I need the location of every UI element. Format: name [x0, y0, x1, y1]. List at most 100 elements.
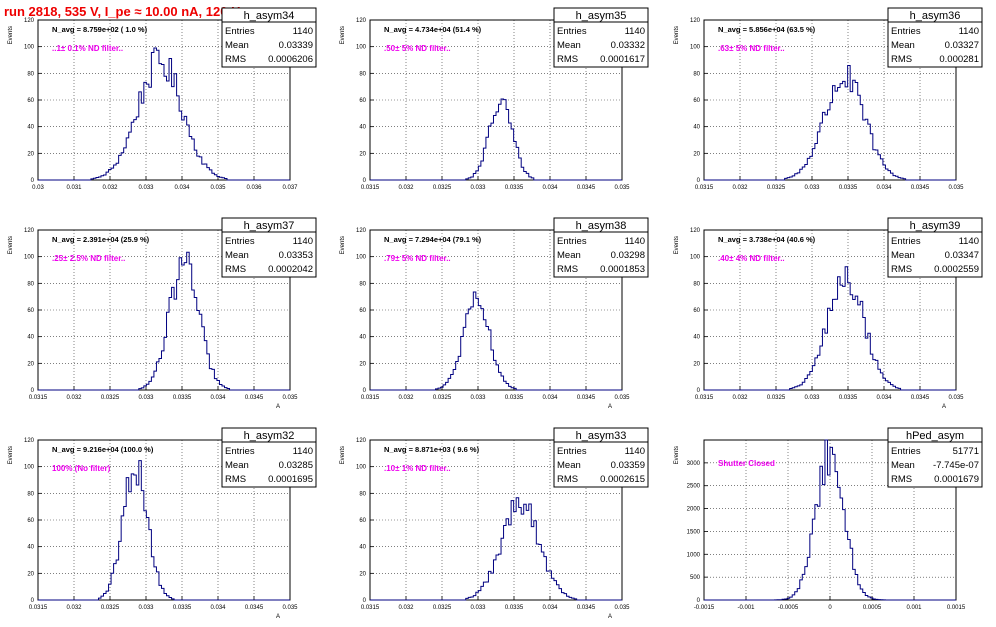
y-tick-label: 100	[356, 45, 367, 51]
histogram-bars	[38, 251, 290, 391]
filter-annotation: Shutter Closed	[718, 459, 775, 468]
stats-label: Mean	[891, 250, 915, 261]
x-tick-label: 0.001	[906, 605, 922, 611]
histogram-bars	[370, 291, 622, 391]
x-tick-label: 0.0325	[767, 395, 786, 401]
x-tick-label: 0.0335	[173, 395, 192, 401]
stats-box: h_asym35 Entries 1140 Mean 0.03332 RMS 0.00016…	[553, 7, 649, 68]
y-axis-label: Events	[674, 236, 680, 254]
stats-value: 1140	[959, 236, 979, 247]
stats-box: h_asym34 Entries 1140 Mean 0.03339 RMS 0.00062…	[221, 7, 317, 68]
stats-label: Entries	[557, 446, 587, 457]
stats-value: 0.0002615	[600, 474, 645, 485]
x-tick-label: 0.034	[210, 395, 226, 401]
x-tick-label: 0.035	[948, 395, 964, 401]
y-tick-label: 120	[24, 228, 35, 234]
x-tick-label: 0.032	[102, 185, 118, 191]
stats-value: 0.0001695	[268, 474, 313, 485]
stats-title: h_asym39	[910, 220, 961, 232]
x-tick-label: 0.034	[876, 395, 892, 401]
y-tick-label: 2500	[687, 484, 701, 490]
y-axis-label: Events	[340, 446, 346, 464]
x-tick-label: 0.0325	[433, 605, 452, 611]
y-tick-label: 3000	[687, 461, 701, 467]
x-tick-label: 0.0335	[839, 395, 858, 401]
x-tick-label: 0.035	[282, 395, 298, 401]
x-tick-label: 0.0335	[505, 605, 524, 611]
stats-value: 0.0006206	[268, 54, 313, 65]
y-tick-label: 40	[359, 125, 366, 131]
y-tick-label: 40	[27, 335, 34, 341]
x-tick-label: 0.0345	[245, 605, 264, 611]
x-tick-label: 0.0345	[577, 605, 596, 611]
y-tick-label: 80	[359, 71, 366, 77]
y-tick-label: 100	[24, 255, 35, 261]
stats-label: RMS	[891, 264, 912, 275]
y-tick-label: 0	[31, 598, 35, 604]
x-tick-label: 0.032	[732, 185, 748, 191]
filter-annotation: .50± 5% ND filter..	[384, 44, 451, 53]
x-axis-label: A	[276, 614, 280, 620]
stats-label: Mean	[557, 40, 581, 51]
filter-annotation: 100% (No filter)	[52, 464, 111, 473]
x-tick-label: 0.035	[614, 605, 630, 611]
stats-value: 0.0001617	[600, 54, 645, 65]
histogram-panel-h_asym35: 0.0315 0.032 0.0325 0.033 0.0335 0.034 0.0345 0…	[340, 7, 649, 191]
y-tick-label: 40	[27, 545, 34, 551]
histogram-bars	[704, 64, 956, 181]
stats-box: h_asym33 Entries 1140 Mean 0.03359 RMS 0.00026…	[553, 427, 649, 488]
histogram-panel-h_asym33: 0.0315 0.032 0.0325 0.033 0.0335 0.034 0.0345 0…	[340, 427, 649, 620]
y-axis-label: Events	[340, 236, 346, 254]
x-tick-label: 0.031	[66, 185, 82, 191]
stats-label: Entries	[225, 26, 255, 37]
n-avg-annotation: N_avg = 7.294e+04 (79.1 %)	[384, 235, 482, 244]
stats-value: 0.03332	[611, 40, 645, 51]
x-tick-label: 0.0345	[245, 395, 264, 401]
y-tick-label: 60	[359, 518, 366, 524]
x-tick-label: 0	[828, 605, 832, 611]
x-axis-label: A	[608, 404, 612, 410]
y-tick-label: 60	[27, 518, 34, 524]
y-tick-label: 120	[24, 18, 35, 24]
stats-title: h_asym37	[244, 220, 295, 232]
y-tick-label: 100	[690, 255, 701, 261]
stats-value: 1140	[293, 26, 313, 37]
stats-box: h_asym38 Entries 1140 Mean 0.03298 RMS 0.00018…	[553, 217, 649, 278]
x-axis-label: A	[276, 404, 280, 410]
x-tick-label: 0.0325	[101, 605, 120, 611]
x-axis-label: A	[942, 404, 946, 410]
stats-label: RMS	[557, 54, 578, 65]
histogram-bars	[370, 98, 622, 181]
x-tick-label: 0.032	[732, 395, 748, 401]
y-tick-label: 80	[693, 281, 700, 287]
x-tick-label: 0.0335	[505, 185, 524, 191]
y-tick-label: 20	[359, 361, 366, 367]
histogram-panel-hPed_asym: -0.0015 -0.001 -0.0005 0 0.0005 0.001 0.0015 0 5…	[674, 427, 983, 611]
y-tick-label: 40	[359, 335, 366, 341]
y-tick-label: 20	[27, 151, 34, 157]
stats-label: Mean	[557, 250, 581, 261]
x-tick-label: 0.0325	[767, 185, 786, 191]
y-tick-label: 120	[356, 18, 367, 24]
stats-value: 0.0001853	[600, 264, 645, 275]
y-tick-label: 0	[363, 598, 367, 604]
y-tick-label: 20	[359, 571, 366, 577]
y-tick-label: 80	[27, 281, 34, 287]
y-tick-label: 0	[697, 178, 701, 184]
x-tick-label: 0.0335	[505, 395, 524, 401]
stats-label: Entries	[891, 236, 921, 247]
stats-value: 0.03353	[279, 250, 313, 261]
x-tick-label: 0.035	[948, 185, 964, 191]
stats-value: 1140	[959, 26, 979, 37]
y-tick-label: 120	[690, 18, 701, 24]
x-tick-label: 0.033	[470, 185, 486, 191]
x-tick-label: 0.0345	[911, 395, 930, 401]
x-tick-label: 0.0325	[433, 185, 452, 191]
y-axis-label: Events	[8, 236, 14, 254]
y-tick-label: 80	[27, 71, 34, 77]
stats-label: Mean	[225, 250, 249, 261]
histogram-panel-h_asym39: 0.0315 0.032 0.0325 0.033 0.0335 0.034 0.0345 0…	[674, 217, 983, 410]
page-title: run 2818, 535 V, I_pe ≈ 10.00 nA, 120 Hz	[4, 4, 247, 19]
y-tick-label: 120	[356, 228, 367, 234]
